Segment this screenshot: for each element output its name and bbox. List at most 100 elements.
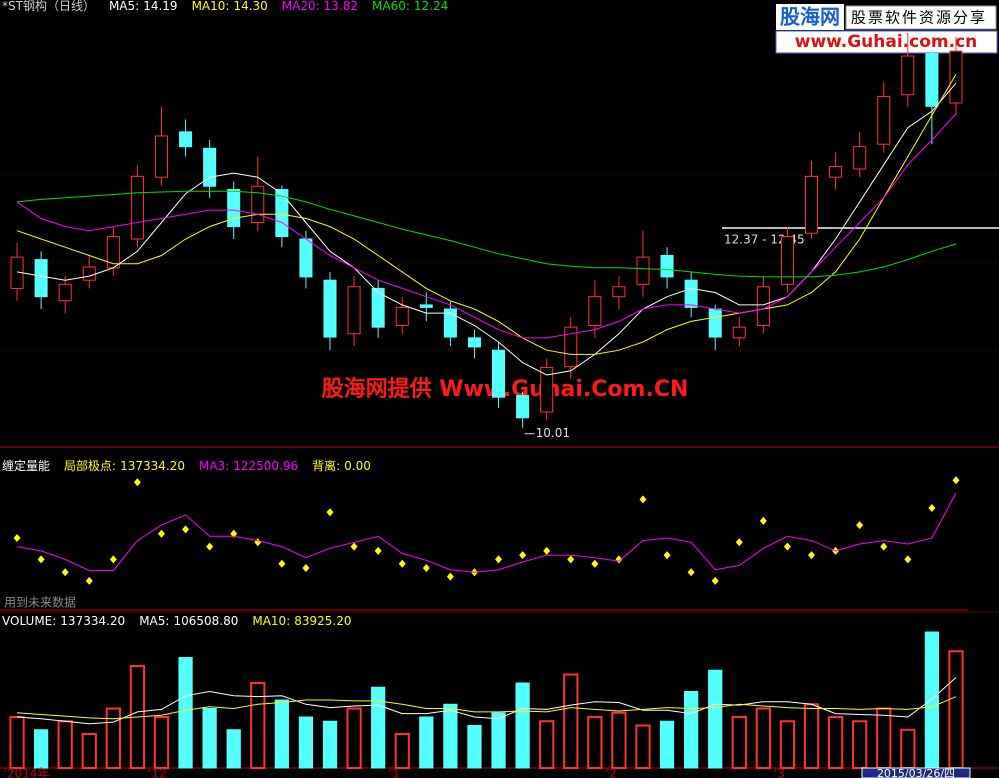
logo-slogan-box	[845, 5, 997, 30]
indicator-point	[374, 546, 382, 555]
legend-value: 12.24	[414, 0, 448, 13]
candle-body	[877, 95, 891, 145]
volume-bar	[250, 682, 266, 769]
indicator-point	[615, 555, 623, 564]
indicator-point	[543, 546, 551, 555]
volume-bar	[539, 720, 555, 769]
x-tick-label: 2014年	[7, 767, 50, 778]
candle-body	[154, 135, 169, 178]
candle-body	[612, 286, 626, 298]
volume-bar	[322, 720, 338, 769]
logo-url: www.Guhai.com.cn	[795, 32, 978, 52]
indicator-point	[856, 521, 864, 530]
legend-value: 83925.20	[294, 614, 351, 628]
candle-body	[299, 238, 313, 278]
logo-box	[776, 4, 844, 30]
volume-bar	[635, 724, 651, 769]
legend-value: 14.19	[143, 0, 177, 13]
candle-body	[34, 259, 48, 298]
candle-body	[443, 308, 457, 338]
indicator-point	[519, 551, 527, 560]
volume-bar	[33, 729, 49, 769]
indicator-point	[495, 555, 503, 564]
indicator-point	[591, 559, 599, 568]
panel-title: *ST钢构（日线）	[2, 0, 95, 13]
candle-body	[130, 175, 144, 240]
indicator-point	[783, 542, 791, 551]
indicator-point	[157, 529, 165, 538]
volume-bar	[731, 716, 747, 769]
panel-header: 缠定量能 局部极点: 137334.20 MA3: 122500.96 背离: 0.00	[2, 458, 371, 473]
legend-value: 137334.20	[120, 459, 185, 473]
line	[16, 113, 957, 339]
legend-value: 0.00	[344, 459, 371, 473]
volume-bar	[684, 691, 699, 769]
candle-body	[949, 50, 963, 104]
volume-bar	[9, 716, 25, 769]
logo-slogan: 股票软件资源分享	[851, 9, 987, 27]
volume-bar	[346, 707, 362, 769]
line	[16, 492, 957, 573]
cursor-date: 2015/03/26/四	[877, 767, 955, 778]
volume-bar	[57, 720, 73, 769]
indicator-point	[182, 525, 190, 534]
candle-body	[636, 256, 650, 285]
legend-value: 137334.20	[60, 614, 125, 628]
volume-bar	[105, 707, 121, 769]
candle-body	[106, 236, 120, 269]
candle-body	[925, 53, 939, 107]
volume-bar	[202, 708, 217, 769]
volume-bar	[659, 720, 675, 769]
volume-bar	[779, 720, 796, 769]
volume-bar	[755, 707, 771, 769]
candle-body	[708, 308, 722, 338]
candle-body	[492, 349, 506, 398]
indicator-point	[230, 529, 238, 538]
candle-body	[371, 287, 385, 328]
line	[16, 190, 957, 278]
indicator-point	[928, 504, 936, 512]
legend-name: MA20:	[282, 0, 320, 13]
volume-bar	[563, 673, 579, 769]
indicator-point	[61, 568, 69, 577]
volume-bar	[419, 716, 434, 769]
volume-bar	[803, 703, 820, 769]
volume-bar	[924, 631, 940, 769]
x-tick-label: 3	[777, 767, 785, 778]
legend-value: 13.82	[324, 0, 358, 13]
indicator-point	[711, 576, 719, 585]
indicator-point	[687, 568, 695, 577]
candle-body	[756, 286, 770, 327]
candle-body	[901, 55, 915, 96]
legend-name: MA5:	[139, 614, 169, 628]
volume-bar	[394, 733, 410, 769]
indicator-point	[85, 576, 93, 585]
volume-bar	[876, 707, 892, 769]
candle-body	[347, 286, 361, 335]
legend-value: 122500.96	[233, 459, 298, 473]
volume-bar	[178, 657, 193, 769]
candle-body	[395, 306, 409, 327]
volume-bar	[852, 720, 868, 769]
volume-bar	[491, 712, 506, 769]
candle-body	[419, 304, 433, 308]
legend-name: MA10:	[192, 0, 230, 13]
volume-bar	[226, 729, 241, 769]
indicator-point	[109, 555, 117, 564]
indicator-point	[735, 538, 743, 547]
indicator-point	[37, 555, 45, 564]
line	[16, 677, 957, 725]
x-tick-label: 12	[151, 767, 166, 778]
legend-value: 106508.80	[173, 614, 238, 628]
indicator-point	[302, 564, 310, 572]
legend-value: 14.30	[233, 0, 267, 13]
volume-bar	[708, 669, 723, 769]
legend-name: MA10:	[252, 614, 290, 628]
candle-body	[660, 254, 674, 278]
legend-name: MA5:	[109, 0, 139, 13]
volume-bar	[611, 711, 627, 769]
candle-body	[853, 146, 867, 170]
candle-body	[564, 326, 578, 368]
